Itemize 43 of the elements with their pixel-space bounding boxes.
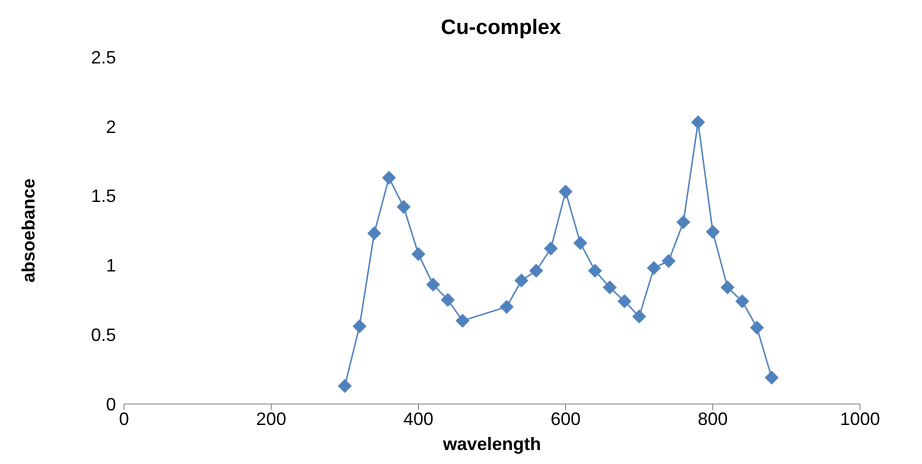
y-tick-label: 1: [106, 256, 116, 276]
point: [706, 224, 720, 239]
point: [691, 115, 706, 130]
point: [588, 264, 602, 278]
point: [646, 260, 661, 275]
point: [735, 294, 750, 308]
y-tick-label: 2.5: [90, 47, 116, 68]
point: [500, 300, 514, 314]
point: [367, 226, 382, 240]
y-tick-label: 0: [106, 394, 116, 414]
point: [676, 215, 690, 230]
y-tick-label: 1.5: [90, 186, 116, 206]
x-axis-title: wavelength: [442, 434, 542, 454]
x-tick-label: 200: [256, 408, 286, 429]
point: [352, 319, 367, 334]
point: [602, 280, 617, 294]
point: [440, 292, 455, 307]
point: [632, 310, 646, 324]
point: [426, 278, 440, 292]
y-tick-label: 0.5: [90, 324, 116, 345]
point: [411, 247, 426, 262]
point: [396, 200, 411, 214]
point: [456, 314, 470, 328]
y-tick-label: 2: [106, 116, 116, 137]
point: [720, 280, 735, 294]
point: [558, 184, 573, 199]
point: [662, 254, 676, 268]
y-axis-title: absoebance: [18, 178, 38, 283]
x-tick-label: 0: [118, 408, 130, 429]
x-tick-label: 1000: [840, 408, 880, 429]
x-tick-label: 400: [403, 408, 434, 429]
point: [544, 242, 558, 256]
point: [338, 378, 352, 393]
point: [514, 273, 528, 288]
x-tick-label: 600: [550, 408, 581, 429]
point: [750, 320, 764, 335]
point: [764, 370, 779, 385]
point: [529, 264, 544, 278]
x-tick-label: 800: [698, 408, 728, 429]
chart-title: Cu-complex: [440, 15, 562, 41]
point: [617, 294, 632, 308]
point: [382, 170, 396, 185]
point: [573, 236, 588, 250]
